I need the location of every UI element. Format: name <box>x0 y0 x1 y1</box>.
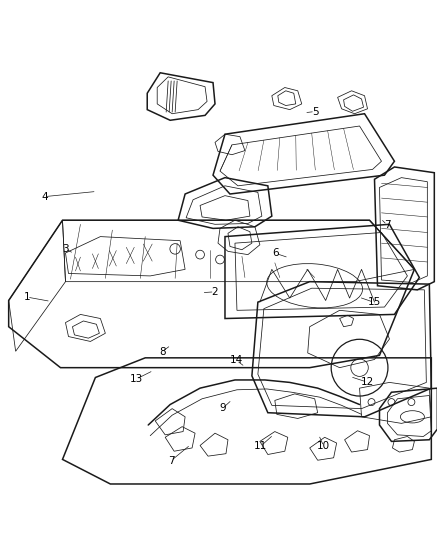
Text: 11: 11 <box>254 441 267 451</box>
Text: 5: 5 <box>312 107 318 117</box>
Text: 7: 7 <box>168 456 174 466</box>
Text: 14: 14 <box>230 356 243 365</box>
Text: 15: 15 <box>367 297 381 308</box>
Text: 1: 1 <box>24 292 30 302</box>
Text: 2: 2 <box>211 287 218 297</box>
Text: 4: 4 <box>41 192 48 201</box>
Text: 8: 8 <box>159 346 166 357</box>
Text: 9: 9 <box>219 403 226 414</box>
Text: 13: 13 <box>129 374 143 384</box>
Text: 6: 6 <box>272 248 279 259</box>
Text: 7: 7 <box>384 220 390 230</box>
Text: 3: 3 <box>62 244 69 254</box>
Text: 12: 12 <box>361 377 374 387</box>
Text: 10: 10 <box>317 441 330 451</box>
